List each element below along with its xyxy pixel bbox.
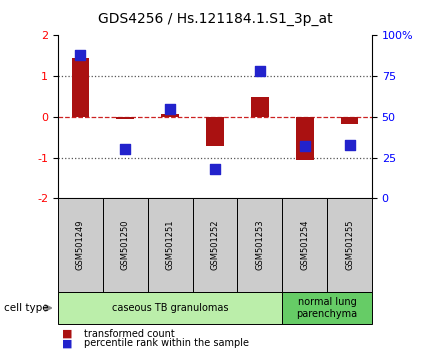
Point <box>167 106 174 112</box>
Text: caseous TB granulomas: caseous TB granulomas <box>112 303 228 313</box>
Text: ■: ■ <box>62 338 73 348</box>
Text: normal lung
parenchyma: normal lung parenchyma <box>297 297 358 319</box>
Point <box>122 147 129 152</box>
Text: cell type: cell type <box>4 303 49 313</box>
Text: percentile rank within the sample: percentile rank within the sample <box>84 338 249 348</box>
Text: transformed count: transformed count <box>84 329 175 339</box>
Text: GSM501253: GSM501253 <box>255 220 264 270</box>
Text: GSM501254: GSM501254 <box>300 220 309 270</box>
Bar <box>251 97 269 117</box>
Point <box>301 143 308 149</box>
Point <box>77 52 84 58</box>
Text: ■: ■ <box>62 329 73 339</box>
Text: GDS4256 / Hs.121184.1.S1_3p_at: GDS4256 / Hs.121184.1.S1_3p_at <box>98 12 332 27</box>
Text: GSM501251: GSM501251 <box>166 220 175 270</box>
Bar <box>341 117 359 124</box>
Point <box>256 68 263 74</box>
Point <box>346 142 353 147</box>
Bar <box>161 114 179 117</box>
Bar <box>71 58 89 117</box>
Text: GSM501255: GSM501255 <box>345 220 354 270</box>
Text: GSM501250: GSM501250 <box>121 220 130 270</box>
Text: GSM501252: GSM501252 <box>211 220 219 270</box>
Bar <box>206 117 224 146</box>
Bar <box>117 117 134 119</box>
Text: GSM501249: GSM501249 <box>76 220 85 270</box>
Point <box>212 166 218 172</box>
Bar <box>296 117 313 160</box>
